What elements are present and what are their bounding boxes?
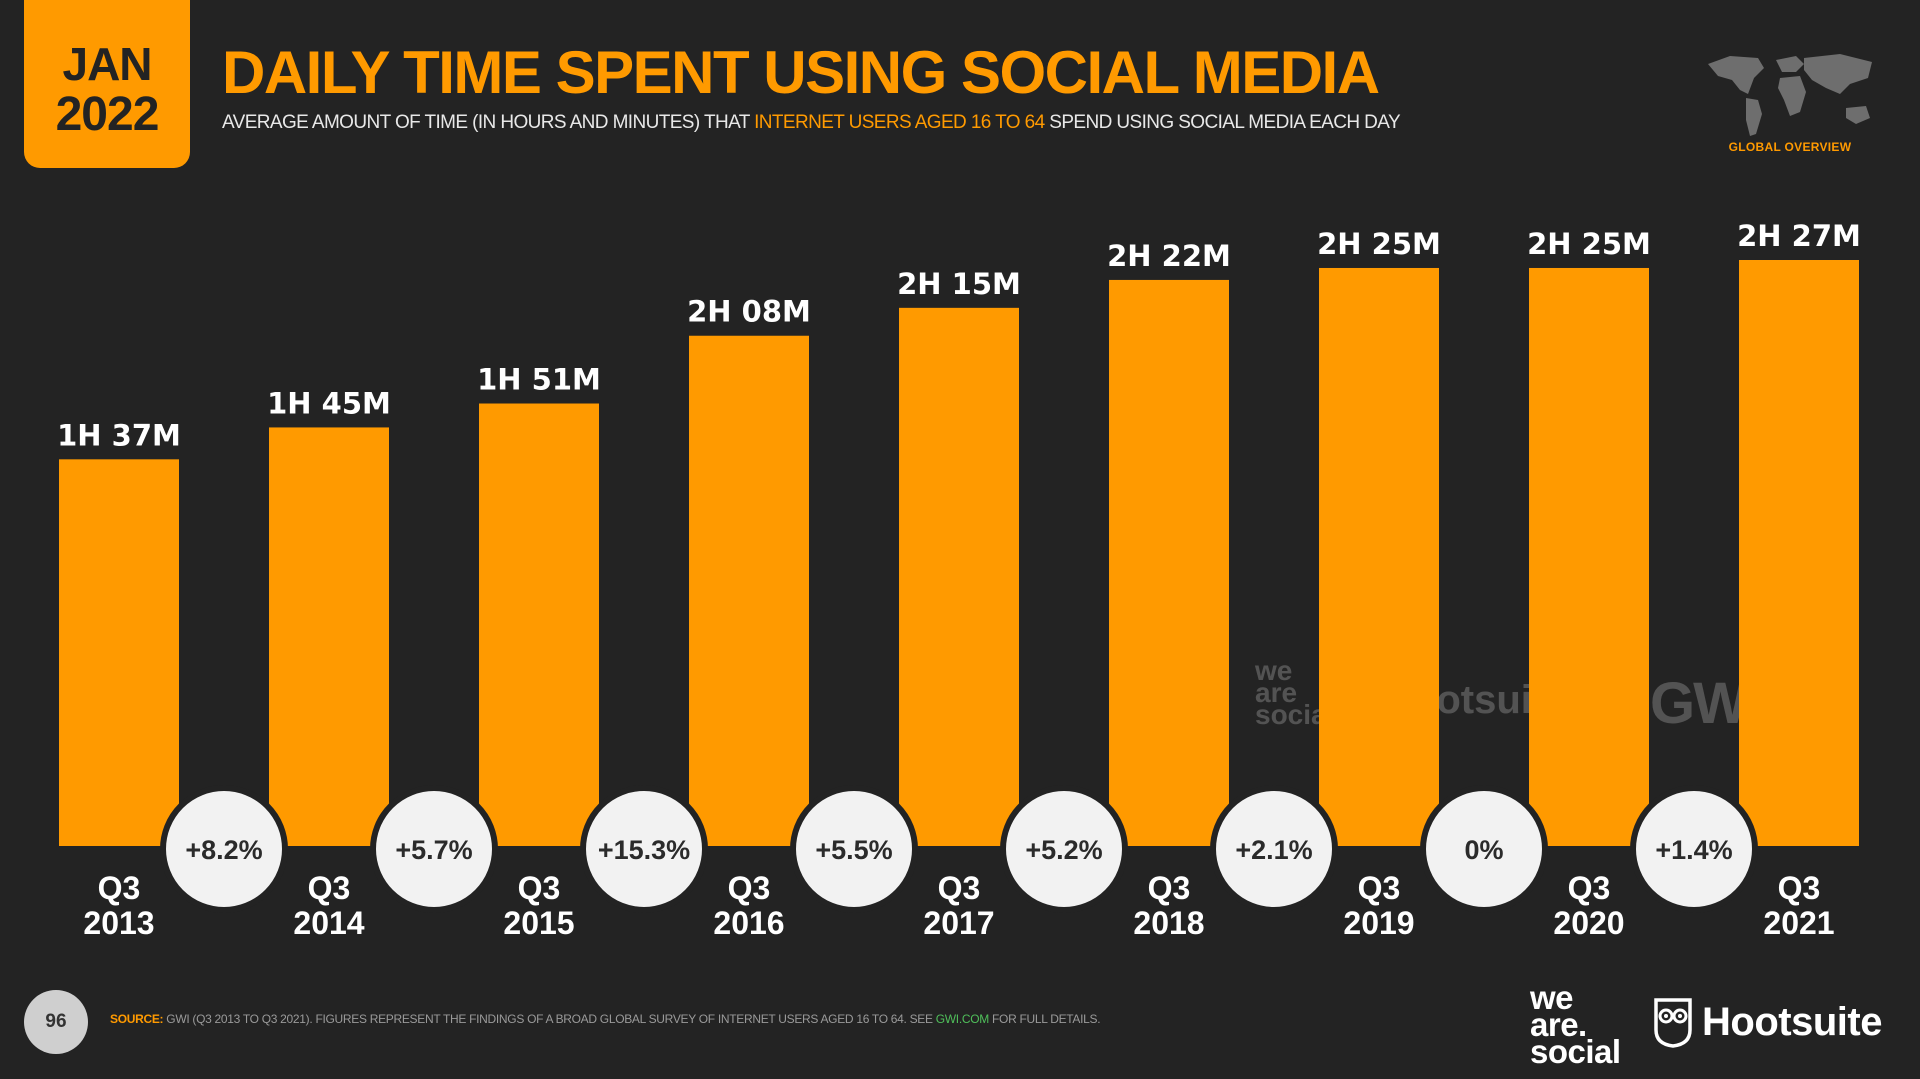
change-label: +15.3% xyxy=(598,835,690,865)
change-label: +2.1% xyxy=(1235,835,1312,865)
bar-2014 xyxy=(269,427,389,846)
region-caption: GLOBAL OVERVIEW xyxy=(1728,140,1852,154)
x-tick-year: 2016 xyxy=(713,905,784,941)
bar-2013 xyxy=(59,459,179,846)
change-circle xyxy=(370,785,498,913)
x-tick-year: 2021 xyxy=(1763,905,1834,941)
logo-hootsuite: Hootsuite xyxy=(1702,999,1882,1044)
badge-year: 2022 xyxy=(55,88,160,141)
x-tick-year: 2015 xyxy=(503,905,574,941)
logo-are: are. xyxy=(1530,1006,1587,1043)
x-tick-quarter: Q3 xyxy=(938,870,981,906)
change-circle xyxy=(1210,785,1338,913)
x-tick-quarter: Q3 xyxy=(308,870,351,906)
x-tick-year: 2017 xyxy=(923,905,994,941)
subtitle-text-end: SPEND USING SOCIAL MEDIA EACH DAY xyxy=(1044,112,1401,133)
bar-value-label: 2H 27M xyxy=(1737,219,1861,253)
bar-2016 xyxy=(689,335,809,846)
x-tick-year: 2020 xyxy=(1553,905,1624,941)
bar-2018 xyxy=(1109,279,1229,846)
x-tick-year: 2013 xyxy=(83,905,154,941)
owl-icon xyxy=(1654,998,1692,1048)
bar-value-label: 2H 15M xyxy=(897,267,1021,301)
hootsuite-logo: Hootsuite xyxy=(1652,992,1882,1052)
x-tick-quarter: Q3 xyxy=(1568,870,1611,906)
world-map-icon xyxy=(1708,54,1872,136)
bar-2017 xyxy=(899,307,1019,846)
page-subtitle: AVERAGE AMOUNT OF TIME (IN HOURS AND MIN… xyxy=(222,112,1401,134)
bar-2020 xyxy=(1529,267,1649,846)
change-label: +8.2% xyxy=(185,835,262,865)
we-are-social-logo: we are. social xyxy=(1530,979,1621,1070)
bar-value-label: 1H 45M xyxy=(267,386,391,420)
bar-value-label: 1H 51M xyxy=(477,363,601,397)
x-tick-year: 2018 xyxy=(1133,905,1204,941)
change-circle xyxy=(790,785,918,913)
source-tail: FOR FULL DETAILS. xyxy=(988,1012,1101,1026)
bar-value-label: 2H 25M xyxy=(1317,227,1441,261)
change-circle xyxy=(580,785,708,913)
source-note: SOURCE: GWI (Q3 2013 TO Q3 2021). FIGURE… xyxy=(110,1012,1101,1026)
x-tick-year: 2019 xyxy=(1343,905,1414,941)
bar-value-label: 2H 22M xyxy=(1107,239,1231,273)
change-label: +5.2% xyxy=(1025,835,1102,865)
change-circle xyxy=(1630,785,1758,913)
source-label: SOURCE: xyxy=(110,1012,164,1026)
x-tick-quarter: Q3 xyxy=(1148,870,1191,906)
change-circle xyxy=(160,785,288,913)
source-link[interactable]: GWI.COM xyxy=(935,1012,990,1026)
bar-value-label: 1H 37M xyxy=(57,418,181,452)
change-label: +5.5% xyxy=(815,835,892,865)
change-circle xyxy=(1420,785,1548,913)
change-label: +1.4% xyxy=(1655,835,1732,865)
watermark-we: we xyxy=(1255,655,1293,686)
page-number: 96 xyxy=(24,990,88,1054)
logo-we: we xyxy=(1530,979,1574,1016)
source-text: GWI (Q3 2013 TO Q3 2021). FIGURES REPRES… xyxy=(163,1012,936,1026)
x-tick-quarter: Q3 xyxy=(1358,870,1401,906)
change-label: 0% xyxy=(1464,835,1503,865)
x-tick-quarter: Q3 xyxy=(518,870,561,906)
bar-2019 xyxy=(1319,267,1439,846)
bar-value-label: 2H 25M xyxy=(1527,227,1651,261)
watermark-are: are xyxy=(1255,677,1298,708)
bar-2021 xyxy=(1739,260,1859,846)
bar-2015 xyxy=(479,403,599,846)
page-title: DAILY TIME SPENT USING SOCIAL MEDIA xyxy=(222,39,1380,106)
x-tick-quarter: Q3 xyxy=(98,870,141,906)
subtitle-text: AVERAGE AMOUNT OF TIME (IN HOURS AND MIN… xyxy=(222,112,755,133)
logo-social: social xyxy=(1530,1033,1621,1070)
change-circle xyxy=(1000,785,1128,913)
bar-value-label: 2H 08M xyxy=(687,295,811,329)
x-tick-quarter: Q3 xyxy=(728,870,771,906)
change-label: +5.7% xyxy=(395,835,472,865)
subtitle-highlight: INTERNET USERS AGED 16 TO 64 xyxy=(754,112,1045,133)
badge-month: JAN xyxy=(62,38,152,90)
x-tick-year: 2014 xyxy=(293,905,364,941)
date-badge: JAN 2022 xyxy=(24,0,190,168)
x-tick-quarter: Q3 xyxy=(1778,870,1821,906)
